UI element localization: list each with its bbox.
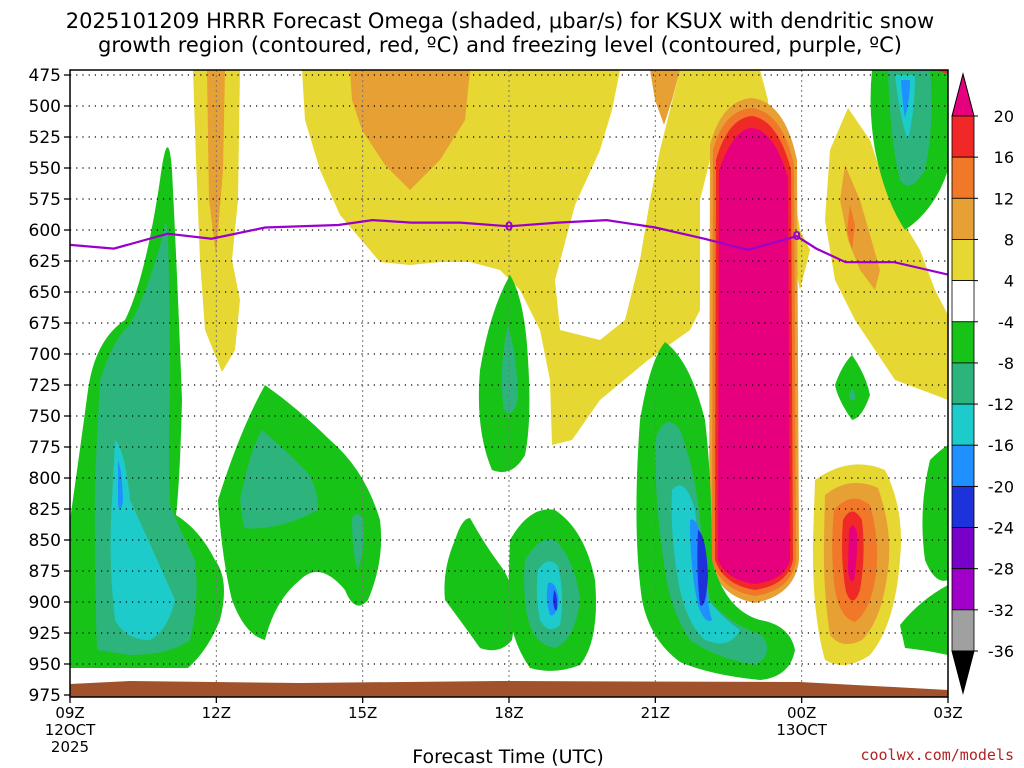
y-tick-label: 850 <box>29 531 61 551</box>
y-tick-label: 875 <box>29 562 61 582</box>
colorbar-label: -36 <box>988 642 1014 661</box>
y-tick-label: 800 <box>29 469 61 489</box>
colorbar-segment <box>951 115 975 158</box>
source-credit: coolwx.com/models <box>860 746 1014 764</box>
y-tick-label: 925 <box>29 624 61 644</box>
omega-positive-region-top-orange-sliver <box>650 70 680 125</box>
colorbar-segment <box>951 403 975 446</box>
y-tick-label: 900 <box>29 593 61 613</box>
omega-negative-region-22z-navy <box>697 530 708 606</box>
colorbar-segment <box>951 156 975 199</box>
colorbar-segment <box>951 650 975 695</box>
colorbar-segment <box>951 72 975 117</box>
y-tick-label: 550 <box>29 159 61 179</box>
y-tick-label: 600 <box>29 221 61 241</box>
colorbar-label: -16 <box>988 436 1014 455</box>
omega-negative-region-01z-small-teal <box>849 388 856 401</box>
omega-negative-region-upper-right-blue <box>901 80 910 118</box>
omega-negative-region-01z-small <box>835 355 870 420</box>
omega-positive-column-magenta <box>718 128 790 584</box>
colorbar-segment <box>951 197 975 240</box>
y-tick-label: 675 <box>29 314 61 334</box>
colorbar-label: -32 <box>988 601 1014 620</box>
x-tick-label: 12Z <box>202 704 231 722</box>
x-tick-label: 21Z <box>641 704 670 722</box>
y-tick-label: 650 <box>29 283 61 303</box>
x-tick-label: 18Z <box>494 704 523 722</box>
x-tick-label: 00Z <box>787 704 816 722</box>
omega-negative-region-13z-cyan <box>352 513 364 570</box>
colorbar-segment <box>951 362 975 405</box>
y-tick-label: 625 <box>29 252 61 272</box>
colorbar-segment <box>951 321 975 364</box>
y-tick-label: 525 <box>29 128 61 148</box>
colorbar-label: 16 <box>994 148 1014 167</box>
chart-title-line2: growth region (contoured, red, ºC) and f… <box>98 33 902 57</box>
colorbar-label: -24 <box>988 519 1014 538</box>
colorbar-segment <box>951 485 975 528</box>
colorbar-label: 8 <box>1004 230 1014 249</box>
y-tick-label: 725 <box>29 376 61 396</box>
colorbar-label: 4 <box>1004 272 1014 291</box>
colorbar-segment <box>951 609 975 652</box>
y-tick-label: 975 <box>29 686 61 706</box>
freezing-level-label-00z: 0 <box>793 229 801 243</box>
omega-negative-region-18z-upper-teal <box>501 325 518 414</box>
omega-positive-region-core-orange <box>350 70 470 190</box>
terrain-ground <box>70 681 948 697</box>
omega-negative-region-22z-cyan <box>671 485 740 644</box>
omega-negative-region-left-cyan <box>110 440 175 640</box>
x-tick-label: 15Z <box>348 704 377 722</box>
x-tick-label: 09Z <box>55 704 84 722</box>
colorbar-segment <box>951 527 975 570</box>
omega-positive-region-right-orange <box>840 165 880 290</box>
plot-gridlines <box>70 70 948 697</box>
omega-negative-region-13z-teal <box>240 430 318 529</box>
omega-negative-region-19z-navy <box>553 590 558 611</box>
colorbar-label: -20 <box>988 477 1014 496</box>
x-tick-year-label: 2025 <box>51 738 89 756</box>
omega-negative-region-left-blue <box>118 460 123 509</box>
x-tick-label: 03Z <box>933 704 962 722</box>
y-tick-label: 950 <box>29 655 61 675</box>
colorbar: 20 16 12 8 4 -4 -8 -12 -16 -20 -24 -28 -32 -36 <box>951 72 1014 695</box>
omega-positive-region-12z-core <box>207 70 225 255</box>
x-axis-label: Forecast Time (UTC) <box>412 746 604 768</box>
y-axis-pressure: 475 500 525 550 575 600 625 650 675 700 725 750 775 8… <box>29 66 70 706</box>
y-tick-label: 750 <box>29 407 61 427</box>
omega-negative-region-22z-teal <box>655 422 768 665</box>
freezing-level-contour <box>70 218 948 276</box>
y-tick-label: 775 <box>29 438 61 458</box>
x-tick-date-label: 12OCT <box>45 721 96 739</box>
colorbar-label: -4 <box>998 313 1014 332</box>
colorbar-label: 12 <box>994 189 1014 208</box>
omega-positive-region-right <box>825 108 948 400</box>
omega-positive-lowlevel-magenta <box>848 525 858 582</box>
y-tick-label: 475 <box>29 66 61 86</box>
colorbar-segment <box>951 444 975 487</box>
freezing-level-label-18z: 0 <box>505 219 513 233</box>
y-tick-label: 700 <box>29 345 61 365</box>
omega-negative-region-right-bottom <box>900 585 948 655</box>
y-tick-label: 500 <box>29 97 61 117</box>
colorbar-label: -28 <box>988 560 1014 579</box>
omega-negative-region-right-low <box>922 445 948 581</box>
x-tick-date-label: 13OCT <box>776 721 827 739</box>
y-tick-label: 575 <box>29 190 61 210</box>
colorbar-segment <box>951 280 975 323</box>
omega-positive-region-right-red <box>847 205 855 250</box>
colorbar-label: -8 <box>998 354 1014 373</box>
colorbar-segment <box>951 239 975 282</box>
colorbar-segment <box>951 568 975 611</box>
omega-negative-region-17z-low <box>444 518 515 651</box>
chart-title-line1: 2025101209 HRRR Forecast Omega (shaded, … <box>65 9 935 33</box>
colorbar-label: -12 <box>988 395 1014 414</box>
y-tick-label: 825 <box>29 500 61 520</box>
dendritic-growth-contour-fragment <box>935 70 948 74</box>
colorbar-label: 20 <box>994 107 1014 126</box>
